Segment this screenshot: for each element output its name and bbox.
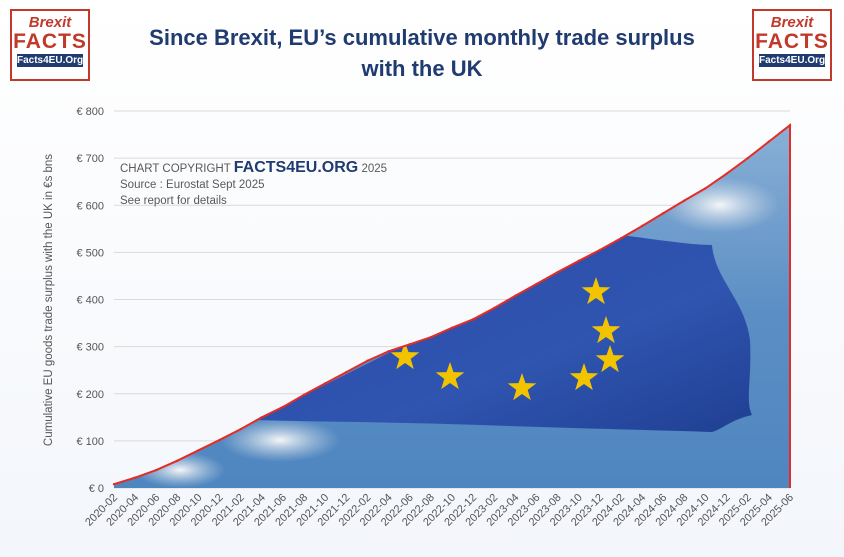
cloud-shape	[135, 452, 225, 488]
data-point	[176, 459, 179, 462]
data-point	[260, 416, 264, 419]
data-point	[112, 483, 116, 486]
data-point	[535, 282, 538, 286]
y-tick-label: € 700	[76, 153, 104, 165]
eu-stars	[390, 277, 625, 401]
logo-line1: Brexit	[28, 14, 72, 31]
details-note: See report for details	[120, 195, 227, 207]
data-point	[767, 140, 771, 143]
data-point	[493, 306, 496, 310]
y-axis-label: Cumulative EU goods trade surplus with t…	[43, 154, 55, 446]
y-tick-label: € 100	[76, 436, 104, 448]
data-point	[429, 336, 433, 339]
data-point	[471, 318, 475, 321]
y-tick-label: € 600	[76, 200, 104, 212]
y-tick-label: € 200	[76, 389, 104, 401]
data-point	[450, 326, 454, 329]
data-point	[598, 248, 602, 252]
data-point	[324, 382, 327, 385]
data-point	[725, 172, 728, 175]
data-point	[514, 294, 517, 297]
data-point	[133, 476, 137, 479]
data-point	[619, 237, 623, 240]
facts4eu-logo-left: Brexit FACTS Facts4EU.Org	[10, 9, 90, 81]
y-tick-label: € 400	[76, 295, 104, 307]
y-tick-label: € 300	[76, 342, 104, 354]
data-point	[302, 393, 306, 396]
eu-star-icon	[390, 342, 420, 370]
data-point	[662, 212, 665, 215]
data-point	[281, 405, 285, 409]
facts4eu-logo-right: Brexit FACTS Facts4EU.Org	[752, 9, 832, 81]
data-point	[408, 343, 411, 346]
title-line2: with the UK	[361, 56, 483, 81]
data-point	[218, 438, 221, 442]
copyright-prefix: CHART COPYRIGHT	[120, 163, 231, 175]
y-tick-label: € 0	[89, 483, 104, 495]
eu-star-icon	[591, 316, 621, 344]
title-line1: Since Brexit, EU’s cumulative monthly tr…	[149, 25, 695, 50]
eu-star-icon	[507, 373, 537, 401]
data-point	[704, 187, 707, 190]
data-point	[556, 270, 559, 274]
data-point	[239, 427, 242, 431]
data-point	[345, 370, 348, 374]
logo-line2: FACTS	[755, 30, 829, 53]
logo-line1: Brexit	[770, 14, 814, 31]
data-point	[387, 350, 390, 353]
y-tick-label: € 800	[76, 106, 104, 118]
chart-annotation: CHART COPYRIGHT FACTS4EU.ORG 2025 Source…	[120, 160, 387, 209]
data-point	[640, 224, 644, 228]
copyright-year: 2025	[361, 163, 388, 175]
eu-star-icon	[569, 363, 599, 391]
data-point	[155, 468, 158, 472]
eu-star-icon	[581, 277, 611, 305]
source-note: Source : Eurostat Sept 2025	[120, 179, 265, 191]
data-point	[746, 156, 749, 160]
data-point	[577, 259, 580, 263]
copyright-brand: FACTS4EU.ORG	[233, 159, 359, 176]
eu-flag-shape	[258, 235, 752, 432]
logo-line3: Facts4EU.Org	[17, 54, 84, 67]
eu-star-icon	[435, 362, 465, 390]
cloud-shape	[220, 418, 340, 462]
data-point	[683, 199, 686, 202]
data-point	[197, 449, 200, 452]
eu-star-icon	[595, 345, 625, 373]
logo-line2: FACTS	[13, 30, 87, 53]
data-point	[788, 123, 792, 127]
y-tick-label: € 500	[76, 247, 104, 259]
data-point	[366, 359, 369, 362]
logo-line3: Facts4EU.Org	[759, 54, 826, 67]
series-line	[113, 123, 791, 488]
chart-title: Since Brexit, EU’s cumulative monthly tr…	[110, 22, 734, 84]
